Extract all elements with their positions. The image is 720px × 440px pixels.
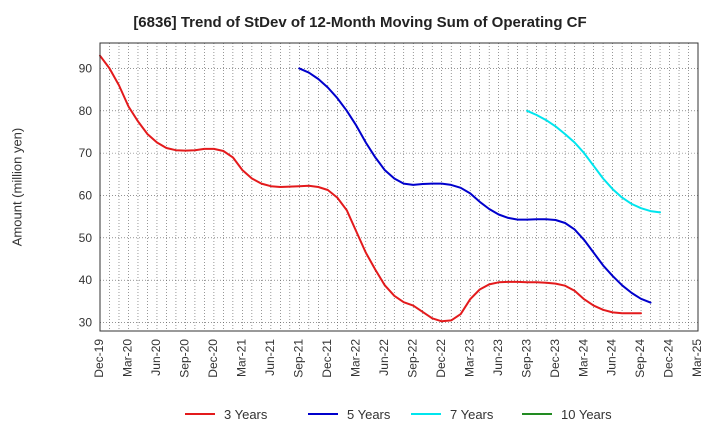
legend-item: 3 Years (185, 407, 268, 422)
legend: 3 Years 5 Years 7 Years 10 Years (185, 407, 612, 422)
x-tick-label: Mar-23 (462, 339, 476, 377)
x-tick-label: Dec-21 (320, 339, 334, 378)
legend-item: 10 Years (522, 407, 612, 422)
x-tick-label: Jun-22 (377, 339, 391, 376)
x-tick-label: Mar-22 (348, 339, 362, 377)
x-tick-label: Dec-22 (434, 339, 448, 378)
y-tick-label: 80 (79, 104, 93, 118)
legend-item: 7 Years (411, 407, 494, 422)
y-tick-label: 70 (79, 146, 93, 160)
x-tick-label: Jun-21 (263, 339, 277, 376)
x-tick-label: Mar-20 (121, 339, 135, 377)
legend-item: 5 Years (308, 407, 391, 422)
x-tick-label: Jun-23 (491, 339, 505, 376)
x-tick-label: Mar-25 (690, 339, 704, 377)
x-tick-label: Mar-24 (576, 339, 590, 377)
legend-label: 5 Years (347, 407, 391, 422)
x-tick-label: Jun-24 (605, 339, 619, 376)
series-line-7-years (526, 109, 661, 214)
x-tick-label: Mar-21 (235, 339, 249, 377)
series-line-5-years (298, 67, 652, 304)
x-tick-label: Dec-23 (548, 339, 562, 378)
legend-label: 3 Years (224, 407, 268, 422)
y-tick-label: 50 (79, 231, 93, 245)
y-tick-label: 60 (79, 188, 93, 202)
x-tick-label: Sep-24 (633, 339, 647, 378)
x-tick-label: Jun-20 (149, 339, 163, 376)
y-tick-label: 40 (79, 273, 93, 287)
y-tick-label: 90 (79, 61, 93, 75)
legend-label: 10 Years (561, 407, 612, 422)
y-tick-label: 30 (79, 316, 93, 330)
x-tick-label: Sep-23 (519, 339, 533, 378)
plot-frame (99, 42, 699, 332)
grid (99, 43, 699, 331)
y-axis-label: Amount (million yen) (9, 128, 24, 247)
series-line-3-years (99, 54, 642, 323)
x-tick-label: Sep-21 (292, 339, 306, 378)
axes: 30 40 50 60 70 80 90 Dec-19 Mar-20 Jun-20 Sep-20 De… (9, 42, 704, 378)
x-tick-label: Sep-20 (178, 339, 192, 378)
x-tick-label: Sep-22 (405, 339, 419, 378)
x-tick-label: Dec-24 (662, 339, 676, 378)
legend-label: 7 Years (450, 407, 494, 422)
x-tick-label: Dec-19 (92, 339, 106, 378)
x-tick-label: Dec-20 (206, 339, 220, 378)
chart-title: [6836] Trend of StDev of 12-Month Moving… (133, 14, 587, 31)
series-lines (99, 54, 661, 323)
